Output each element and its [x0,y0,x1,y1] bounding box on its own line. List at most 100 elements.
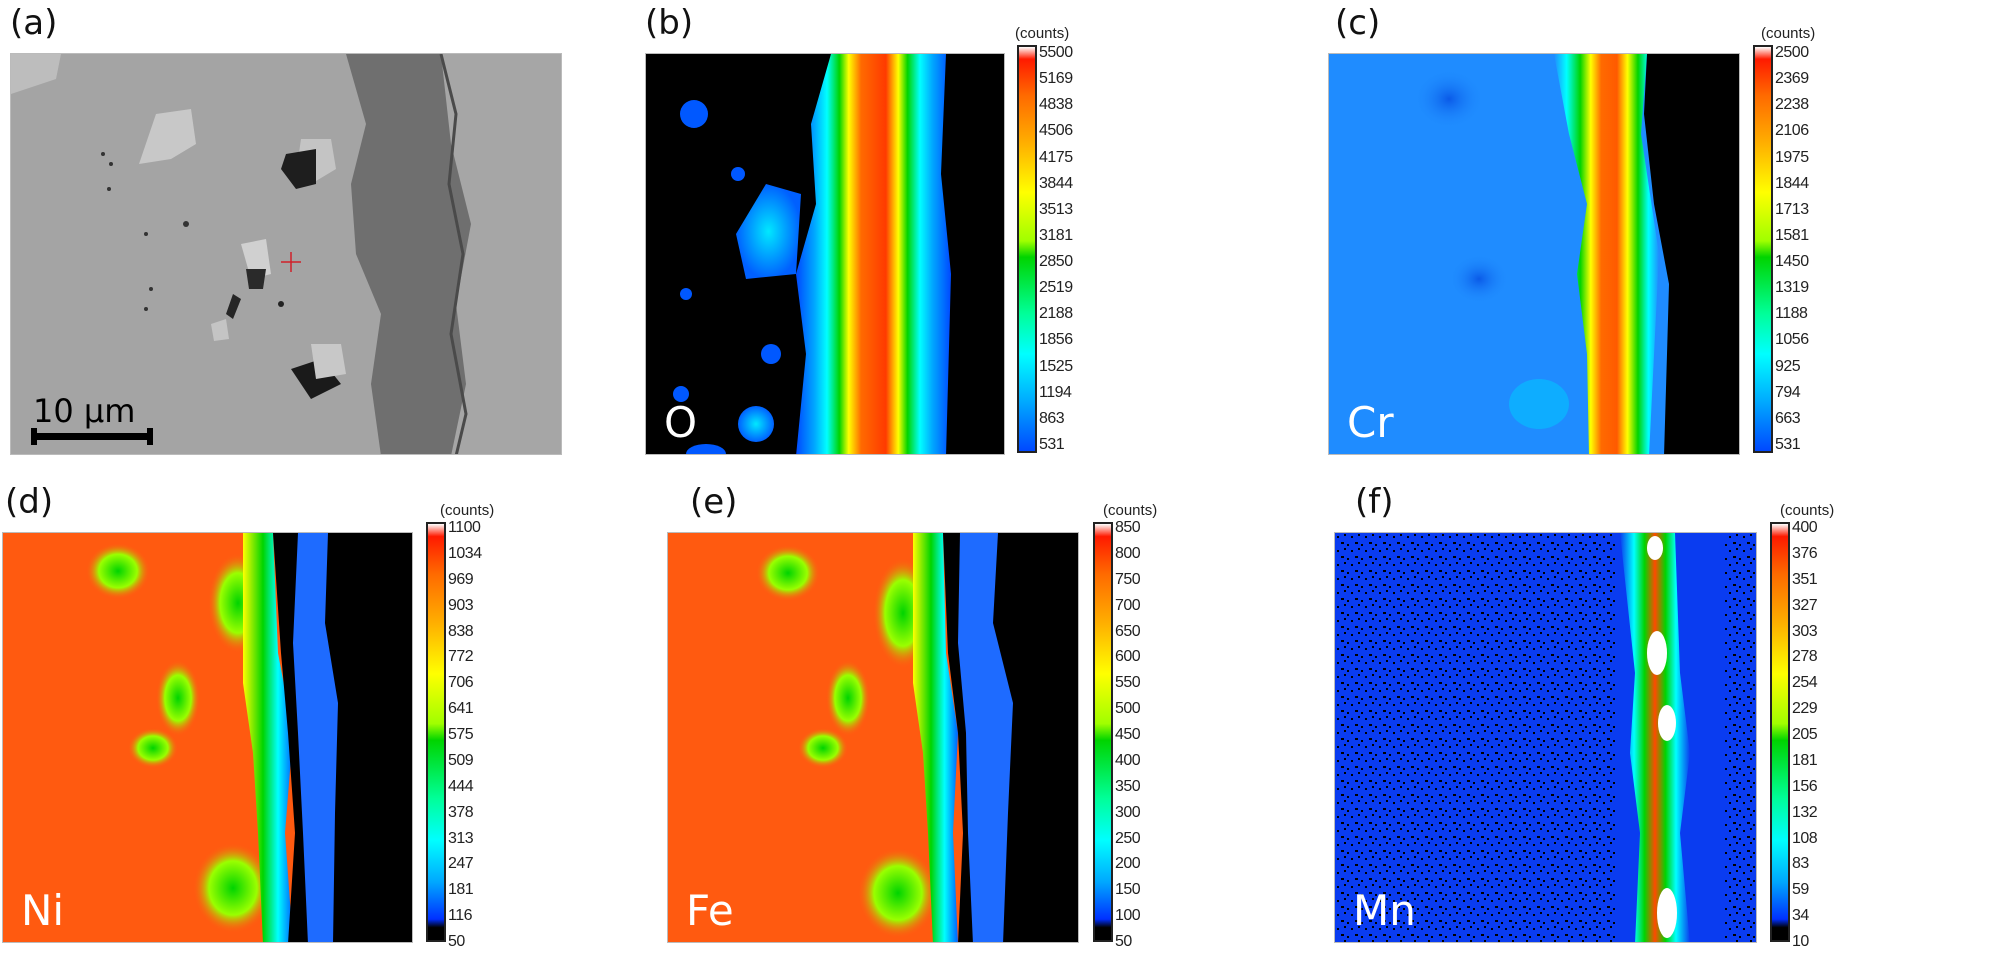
tick: 706 [448,674,474,692]
tick: 1319 [1775,279,1809,297]
tick: 3844 [1039,174,1073,192]
colorbar-gradient [1093,522,1113,942]
tick: 500 [1115,700,1141,718]
element-label-ni: Ni [21,886,65,935]
tick: 229 [1792,700,1818,718]
tick: 132 [1792,803,1818,821]
tick: 50 [448,933,465,950]
element-label-o: O [664,398,698,447]
tick: 327 [1792,596,1818,614]
element-label-cr: Cr [1347,398,1394,447]
tick: 83 [1792,855,1809,873]
tick: 10 [1792,933,1809,950]
tick: 376 [1792,544,1818,562]
mn-distribution-graphic [1335,533,1756,942]
tick: 863 [1039,409,1065,427]
tick: 254 [1792,674,1818,692]
tick: 5500 [1039,44,1073,61]
tick: 100 [1115,907,1141,925]
tick: 181 [448,881,474,899]
colorbar-unit: (counts) [1103,502,1158,519]
tick: 550 [1115,674,1141,692]
tick: 1100 [448,519,481,536]
tick: 1034 [448,544,482,562]
tick: 1713 [1775,200,1809,218]
tick: 650 [1115,622,1141,640]
tick: 2500 [1775,44,1809,61]
tick: 600 [1115,648,1141,666]
scale-bar [31,428,153,445]
tick: 575 [448,726,474,743]
tick: 150 [1115,881,1141,899]
tick: 700 [1115,596,1141,614]
colorbar-ticks: 400 376 351 327 303 278 254 229 205 181 … [1792,519,1818,950]
tick: 1450 [1775,253,1809,270]
panel-label-f: (f) [1355,482,1394,522]
sem-microstructure-graphic [11,54,561,454]
tick: 1975 [1775,148,1809,166]
tick: 3513 [1039,200,1073,218]
tick: 2850 [1039,253,1073,270]
colorbar-ticks: 5500 5169 4838 4506 4175 3844 3513 3181 … [1039,45,1073,453]
tick: 1844 [1775,174,1809,192]
panel-label-b: (b) [645,3,694,43]
panel-label-c: (c) [1335,3,1381,43]
element-map-cr: Cr [1328,53,1740,455]
tick: 509 [448,751,474,769]
tick: 800 [1115,544,1141,562]
element-label-fe: Fe [686,886,734,935]
tick: 1188 [1775,305,1808,323]
colorbar-ticks: 2500 2369 2238 2106 1975 1844 1713 1581 … [1775,45,1809,453]
tick: 200 [1115,855,1141,873]
element-map-mn: Mn [1334,532,1757,943]
tick: 1581 [1775,226,1809,244]
tick: 313 [448,829,474,847]
sem-image: 10 µm [10,53,562,455]
tick: 663 [1775,409,1801,427]
tick: 531 [1775,435,1801,453]
tick: 181 [1792,751,1818,769]
tick: 2106 [1775,122,1809,140]
colorbar-ticks: 1100 1034 969 903 838 772 706 641 575 50… [448,520,482,950]
tick: 156 [1792,777,1818,795]
colorbar-ticks: 850 800 750 700 650 600 550 500 450 400 … [1115,519,1141,950]
tick: 772 [448,648,474,666]
colorbar-unit: (counts) [1761,25,1816,42]
tick: 531 [1039,435,1065,453]
tick: 400 [1792,519,1818,536]
colorbar-gradient [1753,45,1773,453]
tick: 1194 [1039,383,1072,401]
tick: 1856 [1039,331,1073,349]
element-map-fe: Fe [667,532,1079,943]
tick: 278 [1792,648,1818,666]
colorbar-gradient [426,522,446,942]
tick: 205 [1792,726,1818,743]
o-distribution-graphic [673,54,951,454]
tick: 300 [1115,803,1141,821]
tick: 116 [448,907,473,925]
ni-distribution-graphic [86,533,412,942]
tick: 2188 [1039,305,1073,323]
scale-bar-label: 10 µm [33,392,136,430]
tick: 34 [1792,907,1809,925]
tick: 2369 [1775,70,1809,88]
panel-label-e: (e) [690,482,738,522]
tick: 925 [1775,357,1801,375]
tick: 400 [1115,751,1141,769]
tick: 1056 [1775,331,1809,349]
tick: 59 [1792,881,1809,899]
cr-distribution-graphic [1414,54,1739,454]
tick: 750 [1115,570,1141,588]
tick: 444 [448,777,474,795]
tick: 50 [1115,933,1132,950]
tick: 3181 [1039,226,1073,244]
colorbar-unit: (counts) [440,502,495,519]
tick: 969 [448,570,474,588]
tick: 2238 [1775,96,1809,114]
tick: 250 [1115,829,1141,847]
tick: 794 [1775,383,1801,401]
tick: 378 [448,803,474,821]
tick: 903 [448,596,474,614]
tick: 850 [1115,519,1141,536]
tick: 450 [1115,726,1141,743]
